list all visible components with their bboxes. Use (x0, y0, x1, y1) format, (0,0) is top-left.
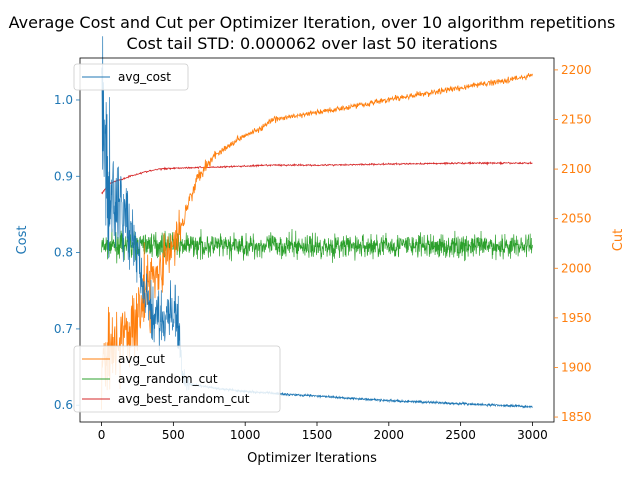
series-avg-cut (101, 73, 533, 410)
left-axis-label: Cost (15, 226, 30, 255)
legend-frame (73, 63, 189, 91)
axes-layer: 0 500 1000 1500 2000 2500 3000 0.6 0.7 0.8 0.9 1.0 1… (54, 57, 592, 442)
legend-label-avg-cost: avg_cost (118, 70, 171, 84)
right-y-tick-label: 1950 (561, 311, 592, 325)
right-y-tick-label: 2050 (561, 212, 592, 226)
right-y-tick-label: 2100 (561, 162, 592, 176)
right-y-tick-label: 2000 (561, 261, 592, 275)
chart-subtitle: Cost tail STD: 0.000062 over last 50 ite… (127, 34, 498, 53)
x-tick-label: 0 (98, 428, 106, 442)
series-layer (101, 36, 533, 410)
x-tick-label: 1500 (302, 428, 333, 442)
chart-title: Average Cost and Cut per Optimizer Itera… (9, 13, 616, 32)
x-tick-label: 3000 (517, 428, 548, 442)
right-y-tick-label: 1900 (561, 360, 592, 374)
x-tick-label: 500 (162, 428, 185, 442)
legend-label-avg-best-random-cut: avg_best_random_cut (118, 392, 250, 406)
right-y-tick-label: 2150 (561, 112, 592, 126)
legend-frame (73, 345, 281, 413)
right-axis-label: Cut (611, 229, 626, 251)
left-y-tick-label: 0.7 (54, 322, 73, 336)
legend-cost: avg_cost (73, 63, 189, 91)
x-axis-label: Optimizer Iterations (247, 451, 377, 466)
left-y-tick-label: 0.8 (54, 246, 73, 260)
series-avg-best-random-cut (101, 160, 533, 195)
x-tick-label: 1000 (230, 428, 261, 442)
left-y-tick-label: 0.6 (54, 398, 73, 412)
right-y-tick-label: 1850 (561, 410, 592, 424)
left-y-tick-label: 0.9 (54, 169, 73, 183)
series-avg-cost (101, 36, 533, 409)
legend-cut: avg_cut avg_random_cut avg_best_random_cut (73, 345, 281, 413)
legend-label-avg-random-cut: avg_random_cut (118, 372, 218, 386)
x-tick-label: 2500 (445, 428, 476, 442)
left-y-tick-label: 1.0 (54, 93, 73, 107)
legend-label-avg-cut: avg_cut (118, 352, 165, 366)
right-y-tick-label: 2200 (561, 63, 592, 77)
x-tick-label: 2000 (374, 428, 405, 442)
